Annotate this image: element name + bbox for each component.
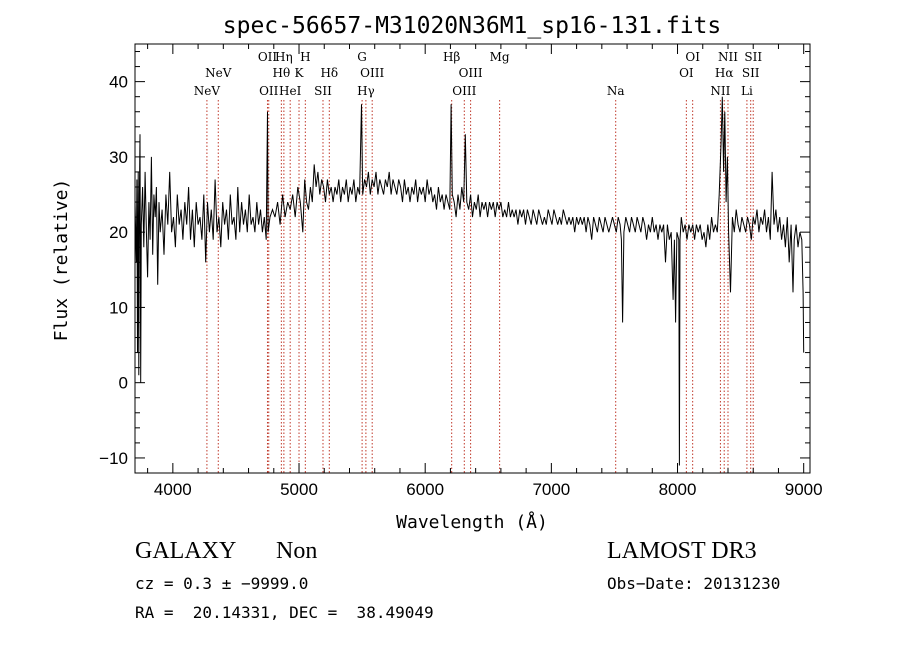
line-marker-label-5: Hη <box>275 50 293 64</box>
line-marker-label-9: SII <box>314 84 332 98</box>
survey-name: LAMOST DR3 <box>607 538 757 564</box>
line-marker-label-4: Hθ <box>273 66 291 80</box>
y-axis-label: Flux (relative) <box>51 179 72 342</box>
line-marker-label-14: Hβ <box>443 50 460 64</box>
plot-frame <box>134 43 811 474</box>
x-axis-label: Wavelength (Å) <box>396 511 548 533</box>
object-subclass: Non <box>276 538 318 564</box>
x-tick-label-7000: 7000 <box>532 480 570 499</box>
y-tick-label--10: −10 <box>99 449 128 468</box>
line-marker-label-6: HeI <box>279 84 302 98</box>
x-tick-label-6000: 6000 <box>406 480 444 499</box>
line-marker-label-7: K <box>295 66 305 80</box>
emission-line-labels: NeV NeV OII OII Hθ Hη HeI KH SII Hδ G Hγ OIII Hβ OIII O… <box>194 50 763 98</box>
y-tick-label-10: 10 <box>109 298 128 317</box>
line-marker-label-8: H <box>300 50 310 64</box>
line-marker-label-19: OI <box>679 66 694 80</box>
object-class: GALAXY <box>135 538 237 564</box>
line-marker-label-2: OII <box>258 50 278 64</box>
y-tick-labels: −10 0 10 20 30 40 <box>99 73 128 468</box>
x-tick-labels: 4000 5000 6000 7000 8000 9000 <box>154 480 823 499</box>
chart-title: spec-56657-M31020N36M1_sp16-131.fits <box>223 13 722 39</box>
emission-line-markers <box>206 100 754 473</box>
line-marker-label-21: NII <box>710 84 730 98</box>
line-marker-label-16: OIII <box>459 66 483 80</box>
line-marker-label-10: Hδ <box>320 66 338 80</box>
line-marker-label-1: NeV <box>205 66 232 80</box>
redshift-cz: cz = 0.3 ± −9999.0 <box>135 574 309 593</box>
coordinates: RA = 20.14331, DEC = 38.49049 <box>135 603 434 622</box>
y-tick-label-20: 20 <box>109 223 128 242</box>
line-marker-label-20: OI <box>685 50 700 64</box>
line-marker-label-12: Hγ <box>357 84 375 98</box>
flux-series-line <box>134 96 805 466</box>
line-marker-label-18: Na <box>607 84 625 98</box>
line-marker-label-23: NII <box>718 50 738 64</box>
line-marker-label-24: Li <box>741 84 753 98</box>
line-marker-label-25: SII <box>742 66 760 80</box>
y-tick-label-30: 30 <box>109 148 128 167</box>
line-marker-label-22: Hα <box>715 66 734 80</box>
line-marker-label-26: SII <box>744 50 762 64</box>
x-tick-label-8000: 8000 <box>659 480 697 499</box>
line-marker-label-11: G <box>357 50 367 64</box>
x-tick-label-9000: 9000 <box>785 480 823 499</box>
observation-date: Obs−Date: 20131230 <box>607 574 781 593</box>
y-tick-label-0: 0 <box>119 374 128 393</box>
line-marker-label-17: Mg <box>490 50 510 64</box>
line-marker-label-15: OIII <box>452 84 476 98</box>
line-marker-label-0: NeV <box>194 84 221 98</box>
x-tick-label-4000: 4000 <box>154 480 192 499</box>
axis-ticks <box>135 44 810 474</box>
x-tick-label-5000: 5000 <box>280 480 318 499</box>
line-marker-label-13: OIII <box>360 66 384 80</box>
y-tick-label-40: 40 <box>109 73 128 92</box>
line-marker-label-3: OII <box>259 84 279 98</box>
